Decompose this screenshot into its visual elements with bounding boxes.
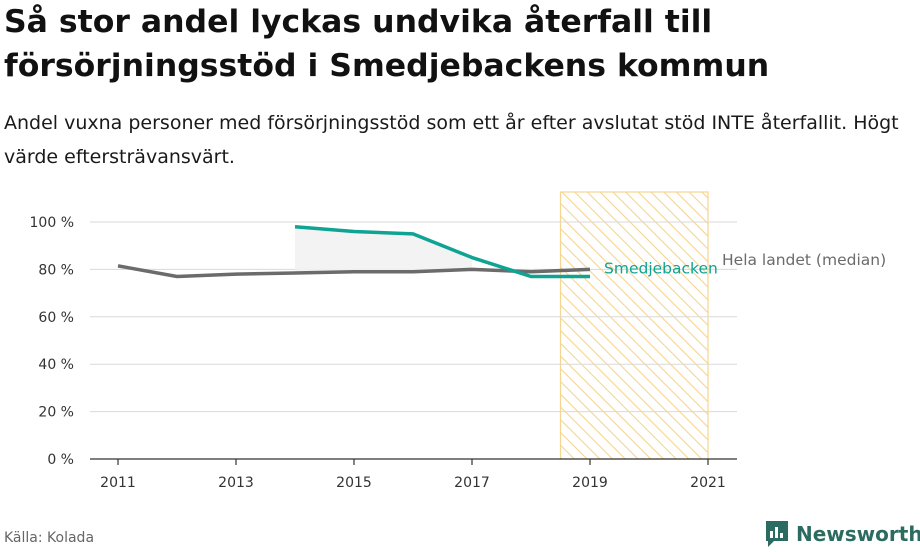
series-line-smedjebacken xyxy=(294,224,590,279)
chart-title: Så stor andel lyckas undvika återfall ti… xyxy=(4,4,770,84)
y-tick-label: 60 % xyxy=(38,310,74,326)
x-tick-label: 2019 xyxy=(572,475,608,491)
chart-subtitle: Andel vuxna personer med försörjningsstö… xyxy=(4,112,899,168)
y-tick-label: 20 % xyxy=(38,405,74,421)
x-tick-label: 2015 xyxy=(336,475,372,491)
brand-name: Newsworthy xyxy=(796,522,920,546)
source-note: Källa: Kolada xyxy=(4,530,95,546)
newsworthy-logo[interactable]: Newsworthy xyxy=(764,518,920,550)
y-tick-label: 100 % xyxy=(30,215,74,231)
x-tick-label: 2013 xyxy=(218,475,254,491)
hatched-region xyxy=(559,191,709,460)
series-label-hela-landet: Hela landet (median) xyxy=(722,251,886,269)
x-tick-label: 2021 xyxy=(690,475,726,491)
y-tick-label: 80 % xyxy=(38,262,74,278)
difference-area xyxy=(295,226,472,273)
series-label-smedjebacken: Smedjebacken xyxy=(604,260,718,278)
y-tick-label: 40 % xyxy=(38,357,74,373)
x-tick-label: 2011 xyxy=(100,475,136,491)
x-tick-label: 2017 xyxy=(454,475,490,491)
y-tick-label: 0 % xyxy=(47,452,74,468)
chat-bubble-chart-icon xyxy=(766,521,788,547)
